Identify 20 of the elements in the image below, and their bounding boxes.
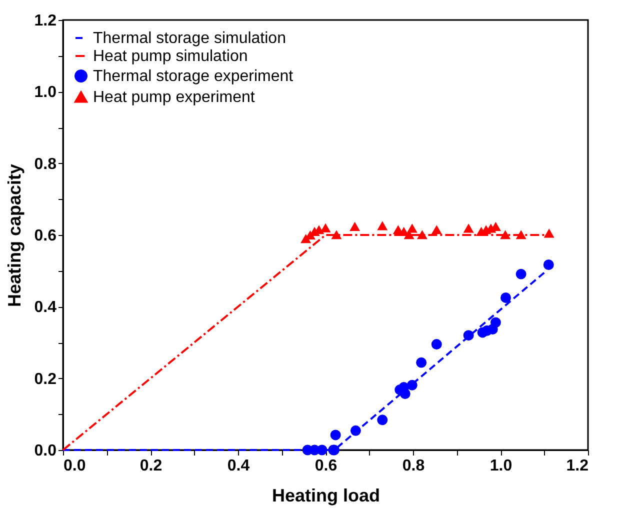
y-tick-label: 0.2	[34, 370, 57, 388]
legend-label: Heat pump simulation	[93, 48, 248, 65]
x-tick-label: 1.2	[566, 458, 589, 474]
x-tick-label: 0.0	[64, 458, 86, 474]
x-tick-label: 1.0	[490, 458, 512, 474]
y-axis-title: Heating capacity	[4, 164, 24, 308]
legend-label: Heat pump experiment	[93, 89, 256, 106]
y-tick-label: 1.2	[34, 12, 57, 30]
y-tick-label: 0.8	[34, 156, 57, 173]
x-tick-label: 0.6	[314, 458, 338, 474]
legend-label: Thermal storage simulation	[93, 30, 286, 47]
y-tick-label: 0.6	[34, 228, 57, 244]
y-tick-label: 1.0	[34, 84, 57, 102]
x-tick-label: 0.2	[140, 458, 162, 474]
x-axis-title: Heating load	[272, 486, 380, 506]
x-tick-label: 0.8	[402, 458, 425, 474]
legend-label: Thermal storage experiment	[93, 68, 294, 85]
y-tick-label: 0.0	[34, 442, 57, 460]
x-tick-label: 0.4	[227, 458, 250, 474]
y-tick-label: 0.4	[34, 299, 57, 316]
